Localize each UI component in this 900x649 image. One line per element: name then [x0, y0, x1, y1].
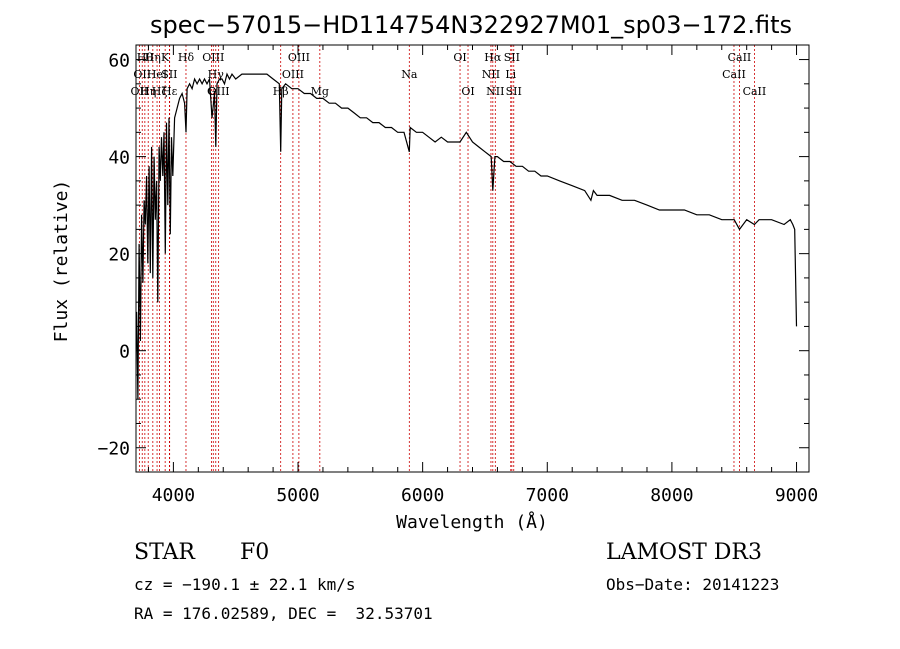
- sky-coordinates: RA = 176.02589, DEC = 32.53701: [134, 604, 433, 623]
- x-tick-label: 7000: [526, 485, 569, 506]
- marker-label: OI: [461, 85, 474, 98]
- y-axis: −20 0 20 40 60: [97, 51, 809, 473]
- x-axis-label: Wavelength (Å): [396, 511, 548, 533]
- marker-label: G: [207, 85, 216, 98]
- marker-label: Hβ: [273, 85, 289, 98]
- marker-label: Hη: [145, 51, 161, 64]
- plot-frame: [135, 44, 810, 473]
- marker-label: CaII: [728, 51, 752, 64]
- y-tick-label: 40: [108, 148, 130, 169]
- marker-label: Hθ: [137, 51, 154, 64]
- marker-label: Hη: [140, 85, 156, 98]
- spectrum-line: [136, 72, 798, 400]
- marker-label: SII: [506, 85, 522, 98]
- marker-label: K: [161, 51, 170, 64]
- marker-label: OIII: [282, 68, 304, 81]
- x-tick-label: 5000: [276, 485, 319, 506]
- marker-label: CaII: [722, 68, 746, 81]
- marker-label: Mg: [311, 85, 329, 98]
- marker-label: Na: [401, 68, 418, 81]
- marker-label: OII: [131, 85, 149, 98]
- y-tick-label: 0: [119, 342, 130, 363]
- marker-label: Hγ: [208, 68, 225, 81]
- marker-label: NII: [482, 68, 500, 81]
- marker-label: OI: [453, 51, 466, 64]
- survey-name: LAMOST DR3: [606, 540, 762, 565]
- y-tick-label: 60: [108, 51, 130, 72]
- x-tick-label: 8000: [650, 485, 693, 506]
- marker-label: Hε: [162, 85, 178, 98]
- marker-label: SII: [504, 51, 520, 64]
- marker-label: OIII: [202, 51, 224, 64]
- marker-label: OIII: [208, 85, 230, 98]
- marker-label: NII: [486, 85, 504, 98]
- marker-label: SII: [161, 68, 177, 81]
- marker-label: OII: [133, 68, 151, 81]
- marker-label: Hδ: [178, 51, 195, 64]
- spectral-subclass: F0: [240, 540, 270, 565]
- marker-label: Li: [505, 68, 516, 81]
- y-axis-label: Flux (relative): [51, 180, 72, 343]
- observation-date: Obs−Date: 20141223: [606, 575, 780, 594]
- marker-label: Hζ: [152, 85, 168, 98]
- marker-label: HeI: [147, 68, 167, 81]
- chart-title: spec−57015−HD114754N322927M01_sp03−172.f…: [150, 11, 792, 39]
- y-tick-label: 20: [108, 245, 130, 266]
- y-tick-label: −20: [97, 439, 130, 460]
- x-axis: 4000 5000 6000 7000 8000 9000: [147, 45, 818, 506]
- emission-line-markers: [138, 45, 755, 472]
- marker-label: Hα: [484, 51, 502, 64]
- x-tick-label: 4000: [152, 485, 195, 506]
- x-tick-label: 9000: [775, 485, 818, 506]
- object-class: STAR: [134, 540, 195, 565]
- redshift-velocity: cz = −190.1 ± 22.1 km/s: [134, 575, 356, 594]
- marker-label: CaII: [743, 85, 767, 98]
- marker-label: OIII: [288, 51, 310, 64]
- x-tick-label: 6000: [401, 485, 444, 506]
